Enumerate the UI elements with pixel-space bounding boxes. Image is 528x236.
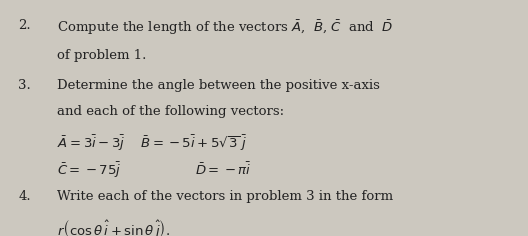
Text: $\bar{A} = 3\bar{i} - 3\bar{j}$    $\bar{B} = -5\bar{i} + 5\sqrt{3}\,\bar{j}$: $\bar{A} = 3\bar{i} - 3\bar{j}$ $\bar{B}… <box>57 133 247 153</box>
Text: 4.: 4. <box>18 190 31 203</box>
Text: $\bar{C} = -75\bar{j}$                  $\bar{D} = -\pi\bar{i}$: $\bar{C} = -75\bar{j}$ $\bar{D} = -\pi\b… <box>57 161 252 180</box>
Text: $r\left(\cos\theta\,\hat{i} + \sin\theta\,\hat{j}\right)$.: $r\left(\cos\theta\,\hat{i} + \sin\theta… <box>57 219 171 236</box>
Text: 2.: 2. <box>18 19 31 32</box>
Text: Write each of the vectors in problem 3 in the form: Write each of the vectors in problem 3 i… <box>57 190 393 203</box>
Text: and each of the following vectors:: and each of the following vectors: <box>57 105 284 118</box>
Text: Determine the angle between the positive x-axis: Determine the angle between the positive… <box>57 79 380 92</box>
Text: 3.: 3. <box>18 79 31 92</box>
Text: of problem 1.: of problem 1. <box>57 49 146 62</box>
Text: Compute the length of the vectors $\bar{A}$,  $\bar{B}$, $\bar{C}$  and  $\bar{D: Compute the length of the vectors $\bar{… <box>57 19 393 37</box>
